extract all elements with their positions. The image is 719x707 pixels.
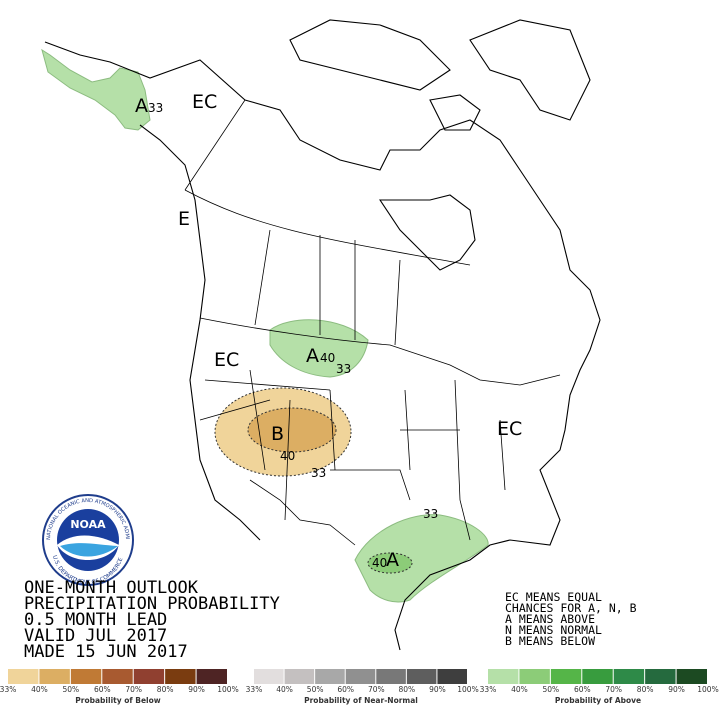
colorbar-label: 50% — [63, 685, 80, 694]
map-label: A — [386, 549, 399, 571]
contour-label: 40 — [320, 351, 335, 365]
colorbar-label: 70% — [125, 685, 142, 694]
colorbar-label: 60% — [574, 685, 591, 694]
color-swatch — [437, 669, 467, 684]
legend-note: CHANCES FOR A, N, B — [505, 601, 637, 615]
colorbar-label: 33% — [246, 685, 263, 694]
above-region — [41, 48, 151, 131]
contour-label: 33 — [336, 362, 351, 376]
color-swatch — [284, 669, 315, 684]
colorbar-caption: Probability of Near-Normal — [304, 696, 418, 705]
contour-label: 33 — [311, 466, 326, 480]
colorbar-label: 100% — [697, 685, 718, 694]
title-line: MADE 15 JUN 2017 — [24, 642, 188, 662]
map-label: EC — [192, 91, 217, 113]
color-swatch — [39, 669, 70, 684]
map-label: EC — [214, 349, 239, 371]
color-swatch — [102, 669, 133, 684]
colorbar-label: 60% — [337, 685, 354, 694]
logo-name: NOAA — [70, 518, 106, 531]
borders — [184, 99, 561, 546]
coastlines — [44, 19, 601, 651]
color-swatch — [70, 669, 102, 684]
above-region — [354, 514, 489, 603]
title-line: VALID JUL 2017 — [24, 626, 167, 646]
colorbar-label: 40% — [31, 685, 48, 694]
color-swatch — [676, 669, 707, 684]
color-swatch — [613, 669, 645, 684]
color-swatch — [165, 669, 196, 684]
colorbar-label: 80% — [399, 685, 416, 694]
color-swatch — [645, 669, 676, 684]
colorbar-label: 70% — [368, 685, 385, 694]
colorbar-label: 100% — [457, 685, 478, 694]
contour-label: 33 — [148, 101, 163, 115]
title-line: 0.5 MONTH LEAD — [24, 610, 167, 630]
colorbar-label: 100% — [217, 685, 238, 694]
colorbar-caption: Probability of Above — [555, 696, 641, 705]
below-region — [247, 407, 337, 453]
above-region — [269, 319, 369, 378]
map-label: B — [271, 423, 284, 445]
map-label: A — [135, 95, 148, 117]
contour-label: 40 — [280, 449, 295, 463]
colorbars: 33% 40% 50% 60% 70% 80% 90% 100% Probability of … — [0, 669, 719, 705]
colorbar-label: 80% — [157, 685, 174, 694]
colorbar-caption: Probability of Below — [75, 696, 160, 705]
colorbar-label: 90% — [188, 685, 205, 694]
color-swatch — [582, 669, 613, 684]
color-swatch — [376, 669, 406, 684]
colorbar-label: 33% — [480, 685, 497, 694]
color-swatch — [406, 669, 437, 684]
map-label: E — [178, 208, 190, 230]
color-swatch — [196, 669, 227, 684]
legend-note: A MEANS ABOVE — [505, 612, 595, 626]
colorbar-label: 40% — [511, 685, 528, 694]
color-swatch — [550, 669, 582, 684]
colorbar-label: 50% — [543, 685, 560, 694]
map-label: A — [306, 345, 319, 367]
color-swatch — [519, 669, 550, 684]
legend-note: N MEANS NORMAL — [505, 623, 602, 637]
colorbar-label: 40% — [276, 685, 293, 694]
colorbar-label: 90% — [429, 685, 446, 694]
legend-note: B MEANS BELOW — [505, 634, 595, 648]
color-swatch — [488, 669, 519, 684]
legend-note: EC MEANS EQUAL — [505, 590, 602, 604]
color-swatch — [315, 669, 345, 684]
color-swatch — [254, 669, 284, 684]
above-region — [367, 552, 413, 574]
colorbar-label: 70% — [605, 685, 622, 694]
colorbar-label: 90% — [668, 685, 685, 694]
colorbar-label: 80% — [637, 685, 654, 694]
title-line: PRECIPITATION PROBABILITY — [24, 594, 280, 614]
map-label: EC — [497, 418, 522, 440]
colorbar-label: 50% — [307, 685, 324, 694]
color-swatch — [133, 669, 165, 684]
title-line: ONE-MONTH OUTLOOK — [24, 578, 199, 598]
colorbar-label: 33% — [0, 685, 16, 694]
colorbar-label: 60% — [94, 685, 111, 694]
contour-label: 33 — [423, 507, 438, 521]
color-swatch — [8, 669, 39, 684]
contour-label: 40 — [372, 556, 387, 570]
color-swatch — [345, 669, 376, 684]
